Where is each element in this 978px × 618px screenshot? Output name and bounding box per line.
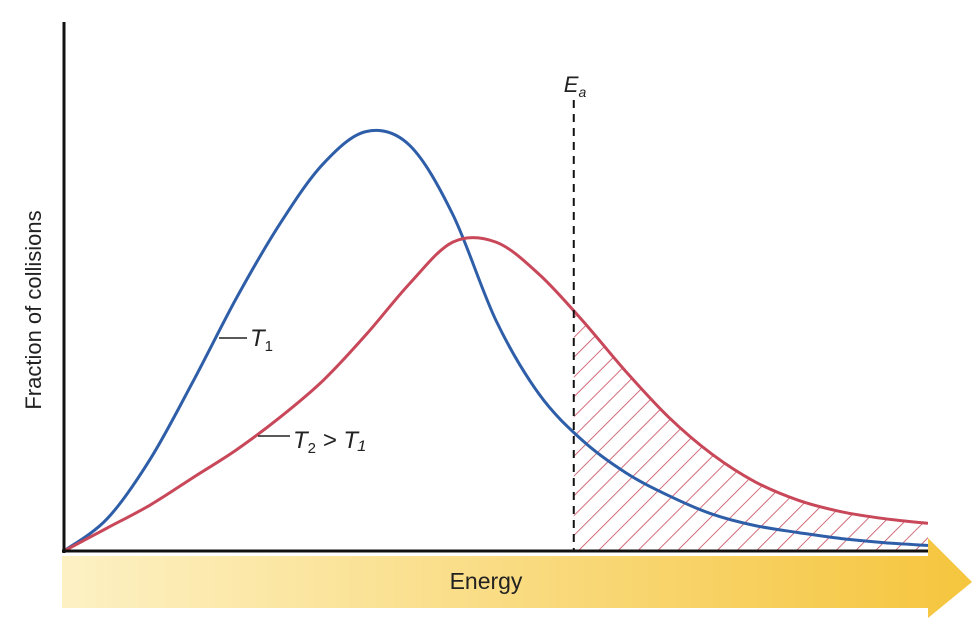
activation-energy-marker: Ea	[564, 72, 587, 551]
energy-arrow	[62, 538, 972, 618]
svg-text:T2 > T₁: T2 > T₁	[293, 427, 366, 457]
x-axis-label: Energy	[450, 568, 523, 594]
series-line-t2	[63, 236, 928, 553]
shaded-area	[573, 311, 928, 551]
svg-text:T1: T1	[250, 325, 273, 355]
series-label-t2: T2 > T₁	[258, 427, 366, 457]
y-axis-label: Fraction of collisions	[21, 210, 46, 409]
activation-energy-label: Ea	[564, 72, 587, 100]
shaded-region	[573, 311, 928, 551]
series-label-t1: T1	[219, 325, 273, 355]
series-line-t1	[63, 128, 928, 553]
